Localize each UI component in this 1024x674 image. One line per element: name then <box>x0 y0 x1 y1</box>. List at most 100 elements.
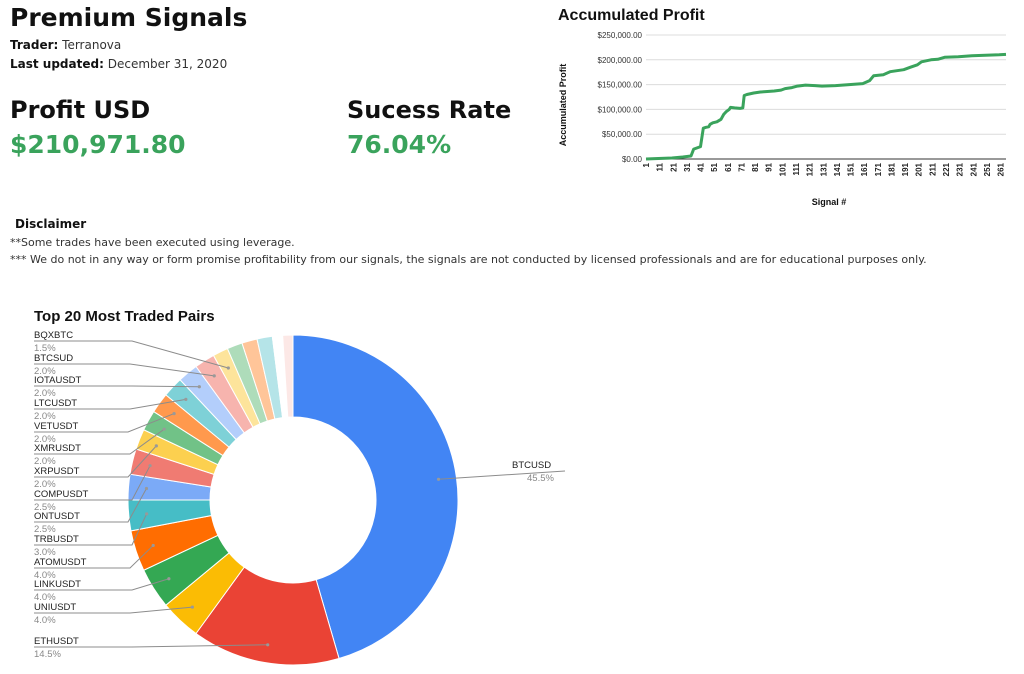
trader-label: Trader: <box>10 38 59 52</box>
x-tick-label: 241 <box>969 162 978 176</box>
top-traded-pairs-chart: Top 20 Most Traded Pairs BTCUSD 45.5% ETHU… <box>34 308 566 666</box>
y-tick-label: $0.00 <box>622 155 643 164</box>
pie-label: ATOMUSDT <box>34 557 87 568</box>
x-tick-label: 111 <box>792 162 801 175</box>
last-updated-label: Last updated: <box>10 57 104 71</box>
pie-percent-label: 2.0% <box>34 456 56 467</box>
pie-leader-dot <box>172 411 176 416</box>
pie-leader-dot <box>190 605 194 609</box>
x-tick-label: 81 <box>751 162 760 171</box>
pie-percent-label: 4.0% <box>34 615 56 626</box>
x-tick-label: 181 <box>887 162 896 176</box>
pie-percent-label: 14.5% <box>34 649 61 660</box>
disclaimer-line-leverage: **Some trades have been executed using l… <box>10 236 295 249</box>
pie-percent-label: 2.0% <box>34 479 56 490</box>
last-updated-value: December 31, 2020 <box>107 57 228 71</box>
pie-labels: BTCUSD45.5%ETHUSDT14.5%UNIUSDT4.0%LINKUS… <box>34 330 554 660</box>
success-rate-label: Sucess Rate <box>347 96 512 124</box>
pie-label: IOTAUSDT <box>34 375 82 386</box>
pie-label: COMPUSDT <box>34 489 89 500</box>
pie-percent-label: 2.0% <box>34 434 56 445</box>
pie-leader-line <box>34 385 200 388</box>
x-tick-label: 121 <box>806 162 815 176</box>
line-chart-x-ticks: 1 11 21 31 41 51 61 71 81 91 101 111 121 131 141 151 161… <box>642 162 1006 176</box>
pie-label: UNIUSDT <box>34 602 76 613</box>
pie-percent-label: 4.0% <box>34 592 56 603</box>
x-tick-label: 31 <box>683 162 692 171</box>
x-tick-label: 21 <box>669 162 678 171</box>
pie-leader-line <box>34 413 175 433</box>
pie-slice-btcusd <box>292 334 459 660</box>
pie-label: ONTUSDT <box>34 511 80 522</box>
profit-usd-value: $210,971.80 <box>10 130 186 159</box>
pie-leader-line <box>34 428 165 455</box>
pie-label: LINKUSDT <box>34 579 81 590</box>
pie-percent-label: 3.0% <box>34 547 56 558</box>
y-tick-label: $150,000.00 <box>598 81 643 90</box>
x-tick-label: 61 <box>724 162 733 171</box>
line-chart-title: Accumulated Profit <box>558 7 705 24</box>
pie-label: BTCSUD <box>34 353 73 364</box>
y-tick-label: $50,000.00 <box>602 130 643 139</box>
pie-leader-line <box>34 488 147 523</box>
pie-leader-dot <box>154 444 158 448</box>
pie-label: BTCUSD <box>512 460 551 471</box>
pie-label: LTCUSDT <box>34 398 77 409</box>
pie-leader-line <box>438 470 566 480</box>
last-updated-line: Last updated: December 31, 2020 <box>10 57 227 71</box>
pie-percent-label: 45.5% <box>527 473 554 484</box>
x-tick-label: 1 <box>642 162 651 167</box>
accumulated-profit-chart: Accumulated Profit Accumulated Profit Si… <box>558 7 1007 207</box>
pie-leader-lines <box>34 340 566 648</box>
pie-slice <box>282 334 294 418</box>
x-tick-label: 231 <box>956 162 965 176</box>
pie-percent-label: 2.5% <box>34 524 56 535</box>
x-tick-label: 101 <box>778 162 787 176</box>
pie-leader-dot <box>162 427 166 431</box>
pie-slice-ethusdt <box>195 566 340 666</box>
profit-usd-label: Profit USD <box>10 96 151 124</box>
pie-leader-line <box>34 340 229 369</box>
pie-leader-line <box>34 513 148 546</box>
x-tick-label: 141 <box>833 162 842 176</box>
pie-percent-label: 2.0% <box>34 411 56 422</box>
pie-leader-line <box>34 445 157 478</box>
pie-label: VETUSDT <box>34 421 79 432</box>
line-chart-x-axis-label: Signal # <box>812 197 847 207</box>
pie-leader-dot <box>212 374 216 378</box>
line-chart-y-axis-label: Accumulated Profit <box>558 64 568 147</box>
pie-percent-label: 2.0% <box>34 388 56 399</box>
x-tick-label: 211 <box>928 162 937 175</box>
success-rate-value: 76.04% <box>347 130 452 159</box>
pie-leader-dot <box>151 543 155 548</box>
pie-percent-label: 2.5% <box>34 502 56 513</box>
pie-label: BQXBTC <box>34 330 73 341</box>
pie-leader-line <box>34 545 154 569</box>
x-tick-label: 171 <box>874 162 883 176</box>
x-tick-label: 251 <box>983 162 992 176</box>
pie-label: XRPUSDT <box>34 466 80 477</box>
x-tick-label: 221 <box>942 162 951 176</box>
pie-leader-dot <box>197 385 201 389</box>
pie-percent-label: 2.0% <box>34 366 56 377</box>
disclaimer-line-no-promise: *** We do not in any way or form promise… <box>10 253 927 266</box>
x-tick-label: 71 <box>737 162 746 171</box>
x-tick-label: 261 <box>997 162 1006 176</box>
pie-leader-dot <box>167 577 171 581</box>
x-tick-label: 51 <box>710 162 719 171</box>
pie-leader-dot <box>144 486 149 491</box>
pie-leader-dot <box>266 643 270 647</box>
x-tick-label: 151 <box>847 162 856 176</box>
x-tick-label: 41 <box>697 162 706 171</box>
pie-percent-label: 4.0% <box>34 570 56 581</box>
pie-leader-dot <box>145 512 149 516</box>
x-tick-label: 201 <box>915 162 924 176</box>
disclaimer-title: Disclaimer <box>15 217 87 231</box>
pie-label: ETHUSDT <box>34 636 79 647</box>
pie-leader-line <box>34 363 215 377</box>
trader-value: Terranova <box>62 38 122 52</box>
pie-slices <box>127 334 459 666</box>
line-chart-y-ticks: $0.00 $50,000.00 $100,000.00 $150,000.00 $20… <box>598 31 643 164</box>
line-chart-gridlines <box>646 34 1006 160</box>
pie-label: TRBUSDT <box>34 534 79 545</box>
